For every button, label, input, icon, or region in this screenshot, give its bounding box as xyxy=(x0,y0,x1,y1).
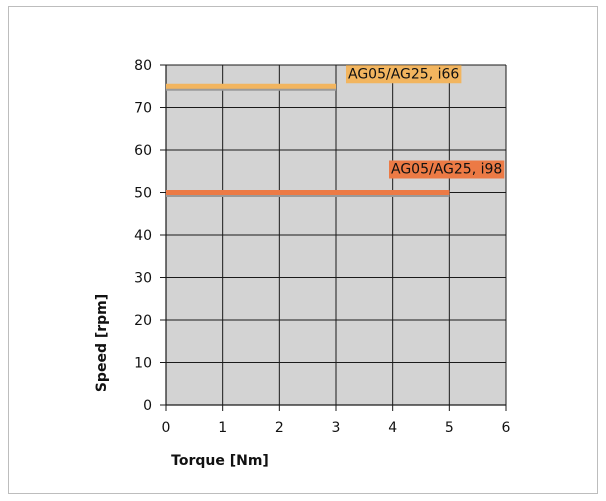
series-name: AG05/AG25, i66 xyxy=(348,66,459,82)
series-callout: AG05/AG25, i66 xyxy=(346,65,462,84)
y-tick-labels: 0 10 20 30 40 50 60 70 80 xyxy=(134,58,152,414)
x-tick-label: 5 xyxy=(445,420,454,436)
y-tick-label: 50 xyxy=(134,186,152,202)
y-tick-label: 30 xyxy=(134,271,152,287)
y-tick-label: 40 xyxy=(134,228,152,244)
x-axis-label: Torque [Nm] xyxy=(171,453,269,469)
y-tick-label: 60 xyxy=(134,143,152,159)
y-tick-label: 20 xyxy=(134,313,152,329)
series-callout-box xyxy=(346,65,462,84)
y-tick-label: 80 xyxy=(134,58,152,74)
x-tick-label: 1 xyxy=(218,420,227,436)
x-tick-labels: 0 1 2 3 4 5 6 xyxy=(162,420,511,436)
series-callout: AG05/AG25, i98 xyxy=(389,160,505,179)
series-name: AG05/AG25, i98 xyxy=(391,162,502,178)
y-axis-label: Speed [rpm] xyxy=(94,294,110,392)
y-tick-label: 70 xyxy=(134,101,152,117)
series-labels: AG05/AG25, i66 AG05/AG25, i98 xyxy=(346,65,505,179)
axes xyxy=(160,64,507,411)
series-callout-box xyxy=(389,160,505,179)
x-tick-label: 3 xyxy=(332,420,341,436)
y-tick-label: 10 xyxy=(134,356,152,372)
series-lines xyxy=(166,83,450,197)
x-tick-label: 0 xyxy=(162,420,171,436)
x-tick-label: 6 xyxy=(502,420,511,436)
y-tick-label: 0 xyxy=(143,398,152,414)
x-tick-label: 4 xyxy=(388,420,397,436)
x-tick-label: 2 xyxy=(275,420,284,436)
